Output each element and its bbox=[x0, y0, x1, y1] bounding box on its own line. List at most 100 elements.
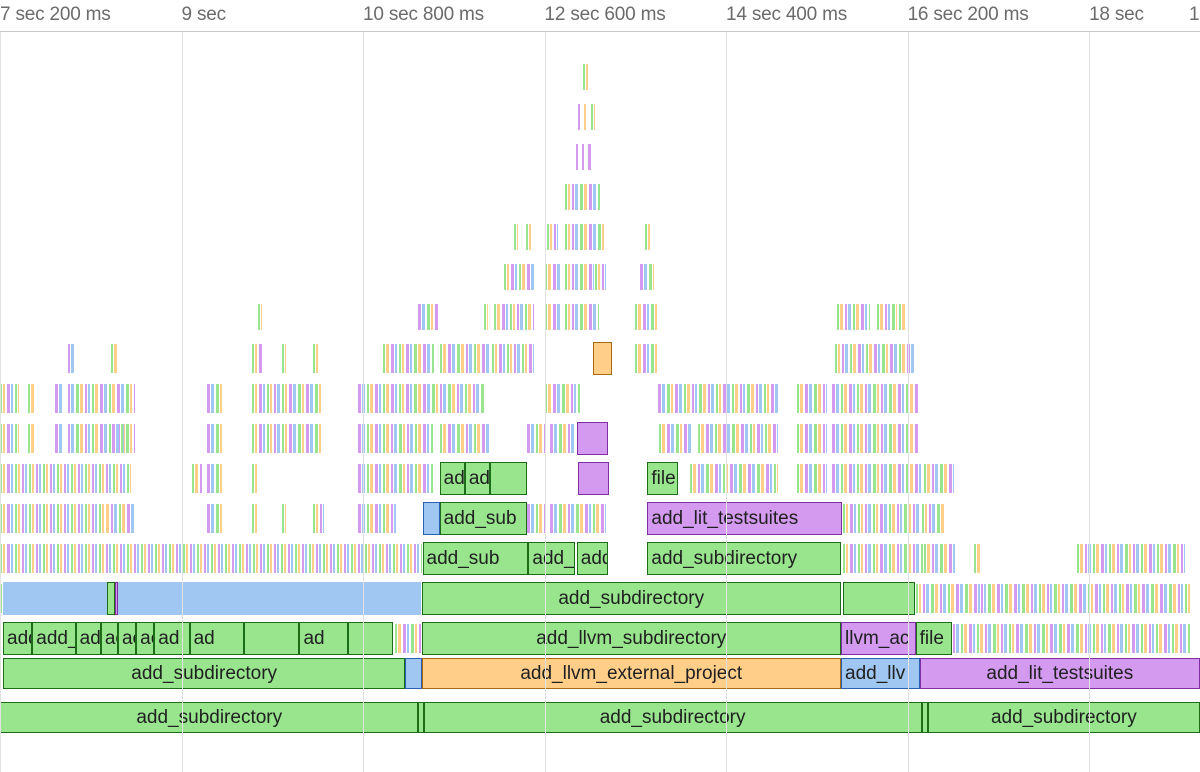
micro-span[interactable] bbox=[960, 584, 963, 613]
micro-span[interactable] bbox=[873, 424, 876, 453]
micro-span[interactable] bbox=[584, 104, 586, 130]
micro-span[interactable] bbox=[881, 384, 883, 413]
micro-span[interactable] bbox=[925, 504, 927, 533]
micro-span[interactable] bbox=[148, 544, 150, 573]
micro-span[interactable] bbox=[651, 344, 654, 373]
micro-span[interactable] bbox=[643, 344, 646, 373]
micro-span[interactable] bbox=[576, 504, 579, 533]
micro-span[interactable] bbox=[695, 384, 697, 413]
micro-span[interactable] bbox=[984, 584, 986, 613]
micro-span[interactable] bbox=[402, 384, 404, 413]
micro-span[interactable] bbox=[15, 464, 17, 493]
micro-span[interactable] bbox=[850, 504, 853, 533]
flame-span[interactable]: add_subdirectory bbox=[422, 582, 841, 615]
micro-span[interactable] bbox=[375, 544, 377, 573]
micro-span[interactable] bbox=[595, 264, 597, 290]
micro-span[interactable] bbox=[407, 424, 409, 453]
micro-span[interactable] bbox=[539, 504, 542, 533]
micro-span[interactable] bbox=[1005, 584, 1008, 613]
micro-span[interactable] bbox=[375, 424, 378, 453]
micro-span[interactable] bbox=[130, 544, 132, 573]
micro-span[interactable] bbox=[256, 544, 258, 573]
micro-span[interactable] bbox=[216, 424, 219, 453]
micro-span[interactable] bbox=[565, 264, 567, 290]
micro-span[interactable] bbox=[698, 464, 700, 493]
micro-span[interactable] bbox=[99, 544, 101, 573]
micro-span[interactable] bbox=[841, 464, 843, 493]
flame-span[interactable]: file bbox=[916, 622, 952, 655]
micro-span[interactable] bbox=[391, 344, 394, 373]
micro-span[interactable] bbox=[913, 504, 915, 533]
micro-span[interactable] bbox=[53, 544, 55, 573]
micro-span[interactable] bbox=[1164, 624, 1167, 653]
micro-span[interactable] bbox=[837, 304, 839, 330]
micro-span[interactable] bbox=[866, 344, 868, 373]
micro-span[interactable] bbox=[857, 384, 859, 413]
micro-span[interactable] bbox=[1141, 624, 1143, 653]
micro-span[interactable] bbox=[854, 544, 856, 573]
micro-span[interactable] bbox=[890, 344, 893, 373]
micro-span[interactable] bbox=[706, 464, 709, 493]
micro-span[interactable] bbox=[931, 584, 934, 613]
micro-span[interactable] bbox=[282, 504, 284, 533]
micro-span[interactable] bbox=[326, 544, 328, 573]
micro-span[interactable] bbox=[562, 384, 565, 413]
micro-span[interactable] bbox=[997, 584, 1000, 613]
micro-span[interactable] bbox=[39, 504, 41, 533]
micro-span[interactable] bbox=[927, 544, 930, 573]
micro-span[interactable] bbox=[123, 464, 125, 493]
micro-span[interactable] bbox=[584, 184, 587, 210]
micro-span[interactable] bbox=[169, 544, 171, 573]
micro-span[interactable] bbox=[853, 344, 856, 373]
micro-span[interactable] bbox=[102, 464, 104, 493]
micro-span[interactable] bbox=[880, 504, 883, 533]
micro-span[interactable] bbox=[1096, 624, 1099, 653]
micro-span[interactable] bbox=[818, 464, 821, 493]
micro-span[interactable] bbox=[559, 504, 562, 533]
micro-span[interactable] bbox=[267, 384, 269, 413]
micro-span[interactable] bbox=[576, 144, 578, 170]
micro-span[interactable] bbox=[1178, 584, 1180, 613]
micro-span[interactable] bbox=[414, 344, 417, 373]
micro-span[interactable] bbox=[282, 344, 284, 373]
micro-span[interactable] bbox=[1042, 584, 1045, 613]
micro-span[interactable] bbox=[897, 504, 899, 533]
micro-span[interactable] bbox=[295, 544, 297, 573]
micro-span[interactable] bbox=[1168, 544, 1171, 573]
micro-span[interactable] bbox=[232, 544, 234, 573]
micro-span[interactable] bbox=[915, 424, 918, 453]
micro-span[interactable] bbox=[943, 584, 946, 613]
micro-span[interactable] bbox=[403, 624, 406, 653]
micro-span[interactable] bbox=[1050, 624, 1053, 653]
micro-span[interactable] bbox=[857, 464, 859, 493]
micro-span[interactable] bbox=[527, 504, 530, 533]
micro-span[interactable] bbox=[36, 544, 38, 573]
micro-span[interactable] bbox=[113, 464, 115, 493]
micro-span[interactable] bbox=[974, 544, 976, 573]
micro-span[interactable] bbox=[255, 464, 257, 493]
micro-span[interactable] bbox=[1101, 544, 1104, 573]
micro-span[interactable] bbox=[415, 424, 417, 453]
micro-span[interactable] bbox=[892, 504, 895, 533]
micro-span[interactable] bbox=[814, 384, 817, 413]
micro-span[interactable] bbox=[477, 344, 480, 373]
micro-span[interactable] bbox=[857, 424, 859, 453]
micro-span[interactable] bbox=[750, 424, 752, 453]
micro-span[interactable] bbox=[899, 304, 901, 330]
micro-span[interactable] bbox=[60, 464, 62, 493]
micro-span[interactable] bbox=[111, 344, 113, 373]
flame-span[interactable]: adc bbox=[465, 462, 490, 495]
micro-span[interactable] bbox=[522, 264, 525, 290]
micro-span[interactable] bbox=[553, 304, 556, 330]
micro-span[interactable] bbox=[1018, 584, 1020, 613]
micro-span[interactable] bbox=[1080, 624, 1083, 653]
micro-span[interactable] bbox=[497, 304, 500, 330]
micro-span[interactable] bbox=[80, 384, 83, 413]
micro-span[interactable] bbox=[452, 384, 455, 413]
micro-span[interactable] bbox=[583, 64, 585, 90]
micro-span[interactable] bbox=[868, 384, 871, 413]
micro-span[interactable] bbox=[192, 464, 194, 493]
micro-span[interactable] bbox=[513, 304, 515, 330]
micro-span[interactable] bbox=[368, 544, 370, 573]
micro-span[interactable] bbox=[114, 504, 117, 533]
